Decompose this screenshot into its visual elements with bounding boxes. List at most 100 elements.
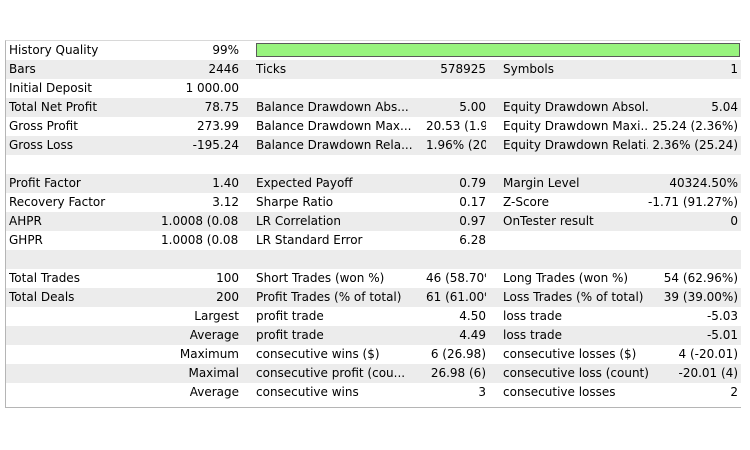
metric-label: Initial Deposit [9,81,92,95]
metric-value: 54 (62.96%) [663,271,738,285]
report-row-history-quality: History Quality 99% [6,41,741,60]
report-row: profit trade 4.50 loss trade -5.03 Largest [6,307,741,326]
metric-value: 3.12 [212,195,239,209]
metric-label: loss trade [503,309,562,323]
report-row: profit trade 4.49 loss trade -5.01 Average [6,326,741,345]
metric-value: 5.04 [711,100,738,114]
metric-value: 273.99 [197,119,239,133]
metric-value: 1.96% (20.01) [426,138,486,152]
metric-label: Gross Profit [9,119,78,133]
metric-value: 39 (39.00%) [663,290,738,304]
metric-label: Z-Score [503,195,549,209]
metric-label: Recovery Factor [9,195,106,209]
metric-value: 2.36% (25.24) [652,138,738,152]
metric-value: 78.75 [204,100,239,114]
history-quality-label: History Quality [9,43,99,57]
metric-label: Total Net Profit [9,100,98,114]
metric-label: consecutive profit (cou... [256,366,406,380]
metric-value: 25.24 (2.36%) [652,119,738,133]
metric-value: -5.01 [706,328,738,342]
report-row: Gross Profit 273.99 Balance Drawdown Max..… [6,117,741,136]
metric-label: GHPR [9,233,43,247]
metric-value: 61 (61.00%) [426,290,486,304]
metric-label: Bars [9,62,36,76]
metric-sublabel: Average [189,328,239,342]
metric-sublabel: Largest [194,309,239,323]
metric-value: -5.03 [706,309,738,323]
metric-label: consecutive wins ($) [256,347,380,361]
history-quality-value: 99% [212,43,239,57]
metric-label: Sharpe Ratio [256,195,334,209]
report-row: Bars 2446 Ticks 578925 Symbols 1 [6,60,741,79]
metric-label: Loss Trades (% of total) [503,290,644,304]
metric-value: 5.00 [459,100,486,114]
metric-sublabel: Maximum [179,347,239,361]
metric-label: Profit Factor [9,176,81,190]
metric-label: Margin Level [503,176,580,190]
metric-label: AHPR [9,214,42,228]
report-row: AHPR 1.0008 (0.08%) LR Correlation 0.97 OnTe… [6,212,741,231]
metric-label: Ticks [256,62,287,76]
metric-label: Short Trades (won %) [256,271,385,285]
report-row: consecutive wins 3 consecutive losses 2 Aver… [6,383,741,402]
metric-label: OnTester result [503,214,594,228]
metric-label: consecutive losses ($) [503,347,637,361]
metric-label: consecutive loss (count) [503,366,648,380]
metric-label: Equity Drawdown Maxi... [503,119,648,133]
metric-value: 4 (-20.01) [678,347,739,361]
metric-value: 1 000.00 [185,81,239,95]
metric-value: 4.50 [459,309,486,323]
metric-label: Expected Payoff [256,176,353,190]
metric-value: 1.0008 (0.08%) [161,233,239,247]
metric-value: -195.24 [192,138,239,152]
metric-value: 2446 [208,62,239,76]
metric-label: Long Trades (won %) [503,271,629,285]
metric-value: 0 [730,214,738,228]
metric-label: Total Trades [9,271,80,285]
report-row: Total Net Profit 78.75 Balance Drawdown Ab… [6,98,741,117]
report-row: consecutive profit (cou... 26.98 (6) conse… [6,364,741,383]
backtest-report-table: History Quality 99% Bars 2446 Ticks 578925 S… [5,40,741,408]
history-quality-bar [256,43,740,57]
report-row: Gross Loss -195.24 Balance Drawdown Rela..… [6,136,741,155]
metric-label: profit trade [256,309,324,323]
metric-label: LR Correlation [256,214,342,228]
metric-label: Balance Drawdown Rela... [256,138,413,152]
report-row: consecutive wins ($) 6 (26.98) consecutive… [6,345,741,364]
metric-value: 0.17 [459,195,486,209]
report-row: Total Trades 100 Short Trades (won %) 46 (5… [6,269,741,288]
report-row: GHPR 1.0008 (0.08%) LR Standard Error 6.28 [6,231,741,250]
metric-value: 578925 [440,62,486,76]
metric-value: 3 [478,385,486,399]
metric-label: Total Deals [9,290,75,304]
metric-value: 100 [216,271,239,285]
metric-label: Gross Loss [9,138,73,152]
metric-label: Equity Drawdown Relati... [503,138,648,152]
metric-value: -1.71 (91.27%) [648,195,738,209]
metric-value: 2 [730,385,738,399]
metric-sublabel: Maximal [188,366,239,380]
metric-value: 0.79 [459,176,486,190]
metric-label: consecutive losses [503,385,616,399]
metric-value: 0.97 [459,214,486,228]
metric-label: profit trade [256,328,324,342]
report-row [6,250,741,269]
metric-value: 4.49 [459,328,486,342]
metric-label: Symbols [503,62,554,76]
metric-value: 20.53 (1.93%) [426,119,486,133]
metric-label: Balance Drawdown Max... [256,119,412,133]
metric-label: Equity Drawdown Absol... [503,100,648,114]
metric-value: 6 (26.98) [430,347,486,361]
metric-value: 1 [730,62,738,76]
metric-label: consecutive wins [256,385,359,399]
metric-value: 40324.50% [669,176,738,190]
metric-value: 1.40 [212,176,239,190]
report-row: Total Deals 200 Profit Trades (% of total)… [6,288,741,307]
metric-label: loss trade [503,328,562,342]
metric-value: 200 [216,290,239,304]
metric-label: Balance Drawdown Abs... [256,100,409,114]
report-row: Initial Deposit 1 000.00 [6,79,741,98]
metric-value: 26.98 (6) [430,366,486,380]
metric-value: 1.0008 (0.08%) [161,214,239,228]
metric-label: Profit Trades (% of total) [256,290,402,304]
